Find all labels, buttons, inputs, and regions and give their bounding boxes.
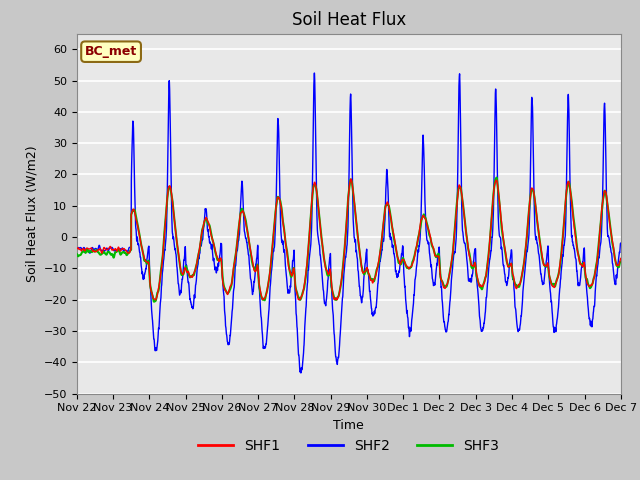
SHF3 (493, 175, 500, 180)
SHF2 (297, 370, 305, 376)
SHF2 (616, 241, 624, 247)
SHF2 (471, 246, 479, 252)
Line: SHF2: SHF2 (77, 73, 621, 373)
SHF3 (73, 251, 81, 257)
SHF1 (471, 260, 479, 265)
SHF1 (347, 176, 355, 182)
SHF2 (502, 279, 509, 285)
SHF3 (441, 283, 449, 289)
SHF3 (616, 259, 624, 264)
SHF2 (310, 70, 318, 76)
SHF3 (150, 299, 158, 305)
SHF2 (329, 307, 337, 312)
SHF2 (441, 324, 449, 330)
SHF2 (73, 246, 81, 252)
Line: SHF3: SHF3 (77, 178, 621, 302)
Line: SHF1: SHF1 (77, 179, 621, 300)
SHF1 (616, 257, 624, 263)
Title: Soil Heat Flux: Soil Heat Flux (292, 11, 406, 29)
SHF1 (617, 255, 625, 261)
SHF3 (617, 259, 625, 264)
SHF2 (617, 240, 625, 246)
SHF1 (73, 246, 81, 252)
SHF1 (502, 250, 509, 256)
Legend: SHF1, SHF2, SHF3: SHF1, SHF2, SHF3 (193, 433, 505, 459)
SHF1 (171, 219, 179, 225)
Text: BC_met: BC_met (85, 45, 137, 58)
SHF3 (329, 289, 337, 295)
SHF3 (171, 219, 179, 225)
SHF1 (441, 286, 449, 291)
SHF3 (471, 260, 479, 265)
Y-axis label: Soil Heat Flux (W/m2): Soil Heat Flux (W/m2) (25, 145, 38, 282)
SHF2 (171, 244, 179, 250)
SHF3 (502, 252, 509, 258)
SHF1 (152, 297, 159, 303)
SHF1 (329, 289, 337, 295)
X-axis label: Time: Time (333, 419, 364, 432)
